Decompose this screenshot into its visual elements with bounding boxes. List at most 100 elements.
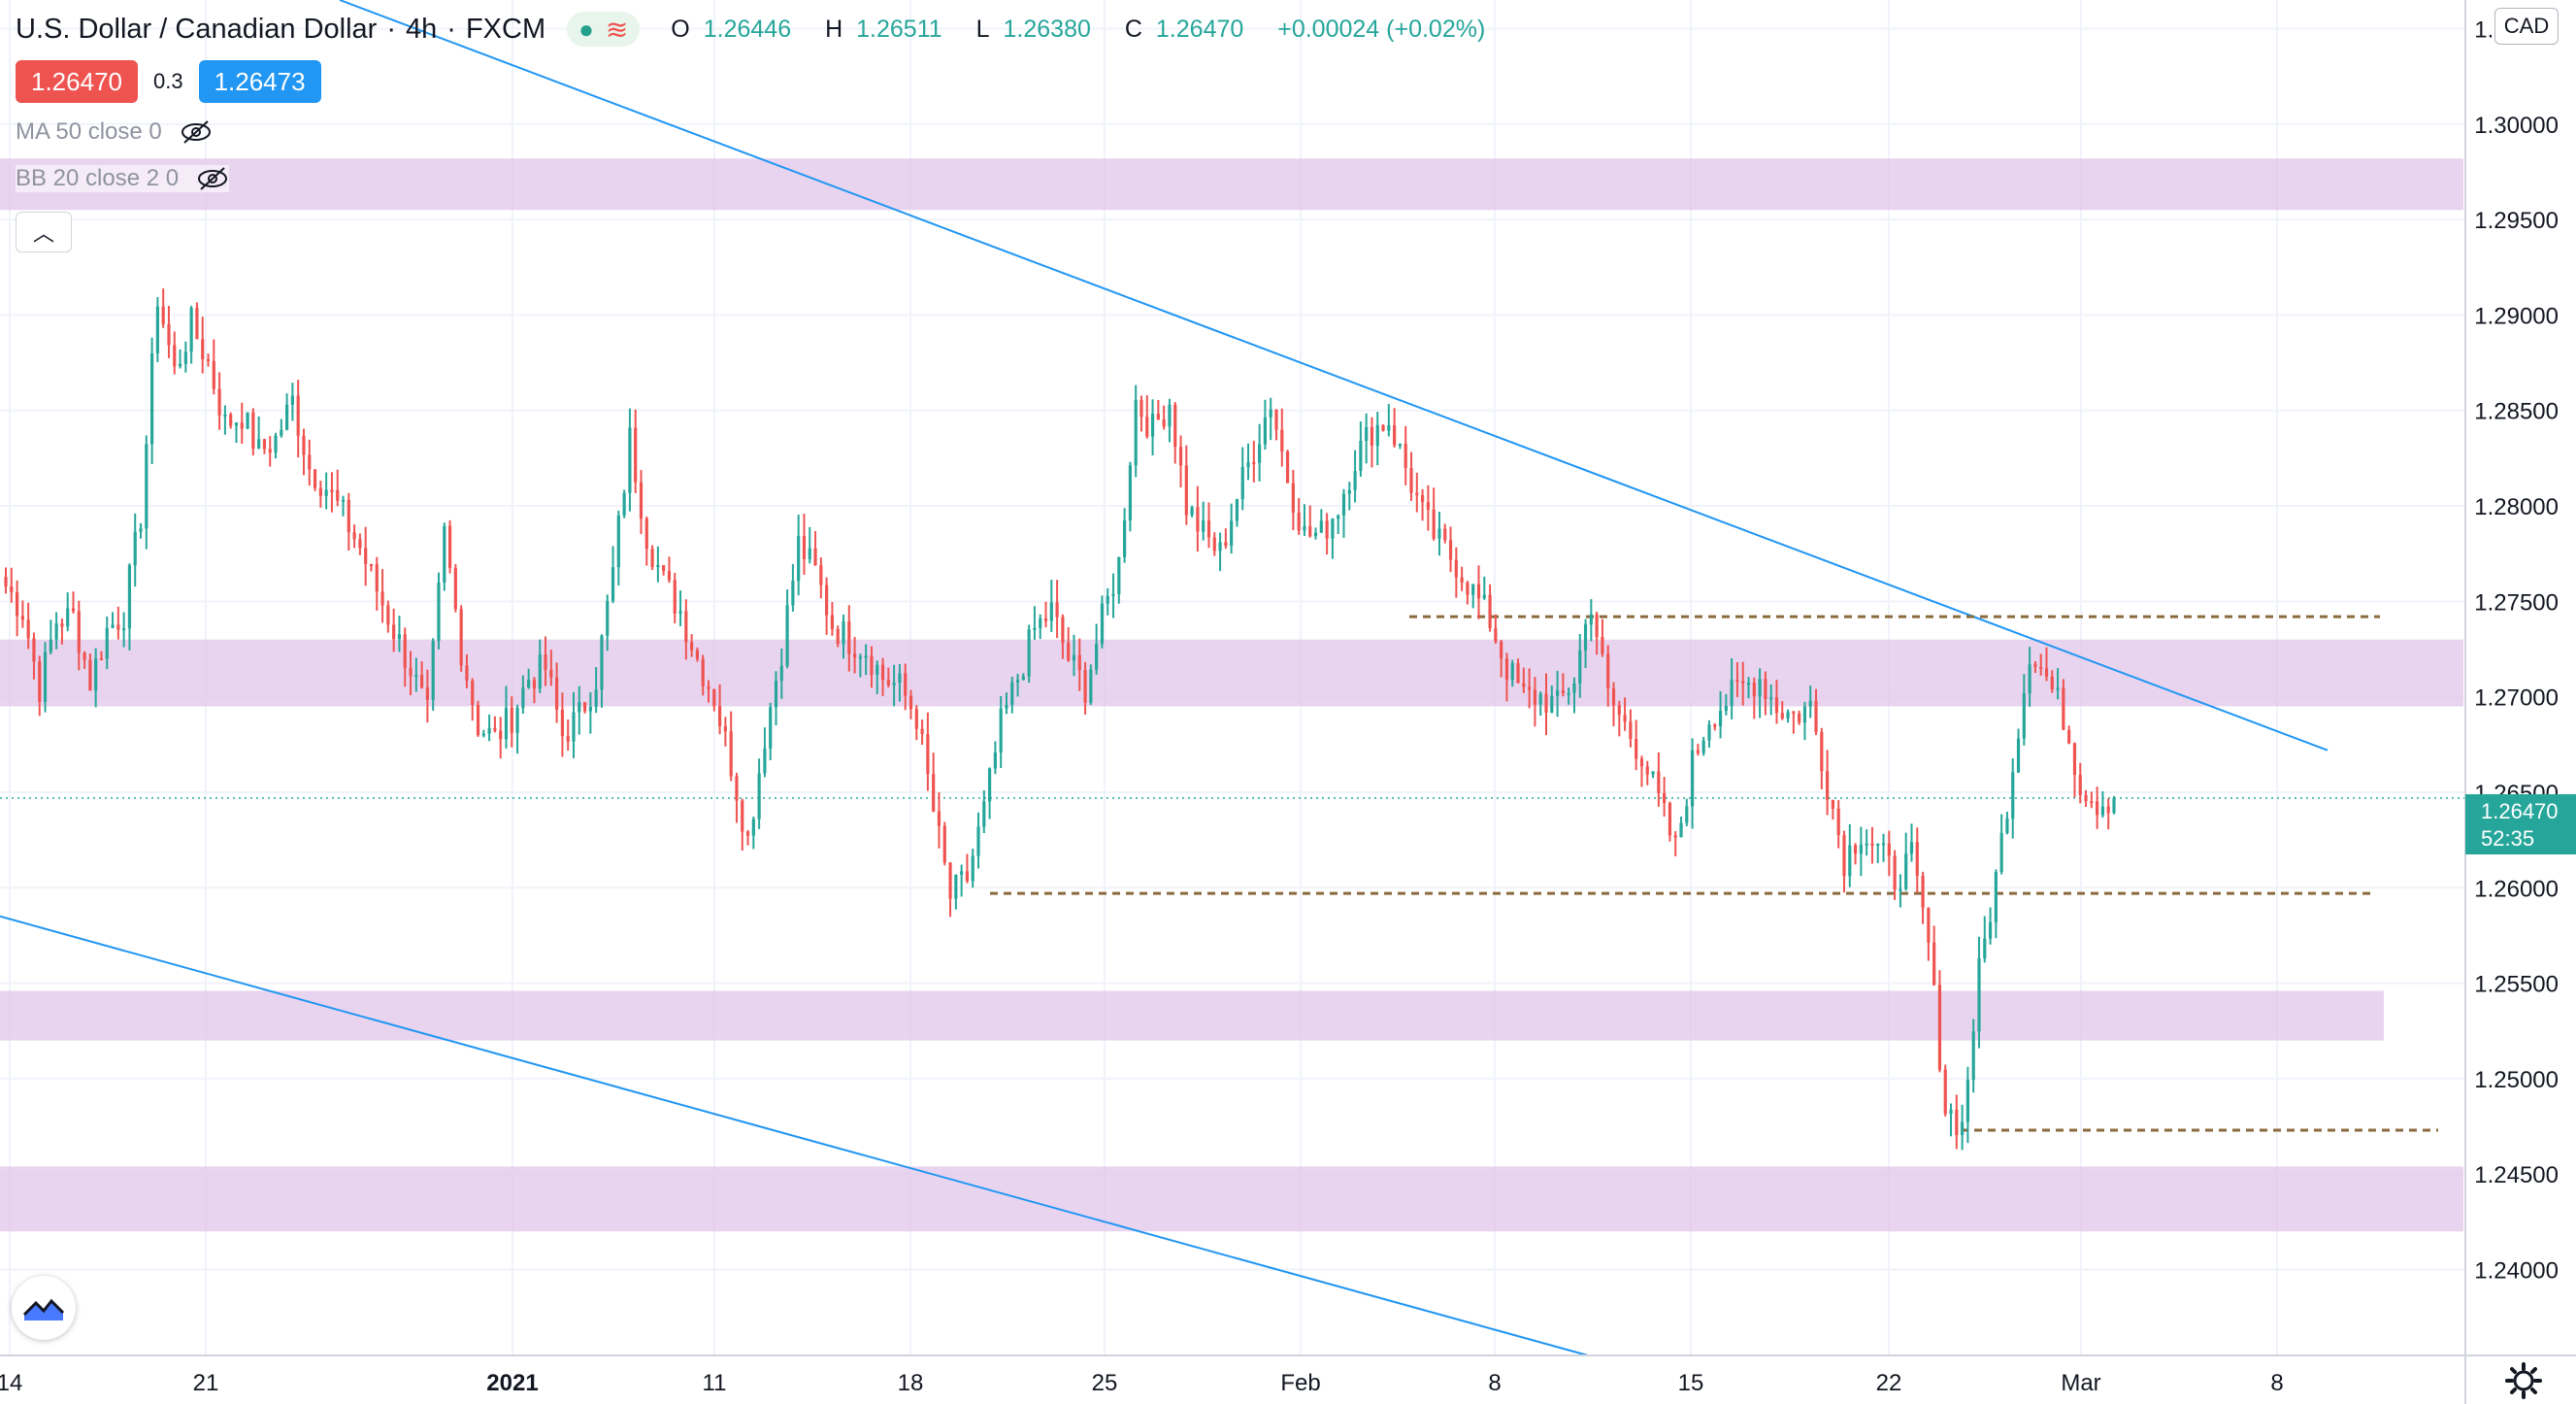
candle-body — [1460, 577, 1464, 584]
candle-body — [904, 673, 908, 696]
candle-body — [1173, 404, 1177, 448]
candle-body — [352, 532, 356, 540]
candle-body — [1921, 875, 1925, 908]
candle-body — [308, 454, 312, 470]
candle-body — [858, 656, 862, 659]
candle-body — [836, 628, 840, 645]
candle-body — [1893, 855, 1897, 890]
candle-body — [1544, 693, 1548, 713]
indicator-ma[interactable]: MA 50 close 0 — [16, 118, 213, 146]
candle-body — [1027, 629, 1031, 677]
candle-body — [1476, 584, 1481, 599]
symbol-legend[interactable]: U.S. Dollar / Canadian Dollar · 4h · FXC… — [16, 10, 1499, 49]
candle-body — [504, 708, 509, 740]
candle-body — [313, 469, 317, 488]
buy-button[interactable]: 1.26473 — [198, 60, 321, 103]
sell-button[interactable]: 1.26470 — [16, 60, 138, 103]
candle-body — [751, 819, 755, 836]
symbol-name[interactable]: U.S. Dollar / Canadian Dollar — [16, 13, 378, 45]
candle-body — [302, 435, 306, 455]
collapse-legend-button[interactable]: ︿ — [16, 212, 72, 252]
candle-body — [437, 583, 441, 641]
indicator-bb[interactable]: BB 20 close 2 0 — [16, 165, 230, 192]
candle-body — [1235, 499, 1239, 521]
candle-body — [1303, 525, 1306, 531]
candle-body — [206, 358, 211, 361]
candle-body — [1252, 462, 1256, 465]
candle-body — [10, 585, 14, 592]
candle-body — [1190, 507, 1194, 516]
candle-body — [2011, 772, 2015, 819]
candle-body — [1258, 444, 1262, 463]
candle-body — [745, 831, 750, 836]
candle-body — [1718, 711, 1723, 726]
candle-body — [1713, 724, 1717, 727]
candle-body — [1365, 426, 1369, 441]
candle-body — [369, 563, 374, 566]
candle-body — [717, 706, 722, 726]
candle-body — [1274, 409, 1278, 430]
candle-body — [1510, 663, 1514, 681]
eye-off-icon[interactable] — [196, 166, 229, 191]
candle-body — [1701, 740, 1705, 753]
candle-body — [425, 687, 429, 700]
market-status-badge[interactable]: ● ≋ — [567, 12, 641, 47]
candle-body — [347, 499, 350, 533]
candle-body — [1595, 614, 1599, 638]
currency-label[interactable]: CAD — [2494, 8, 2559, 45]
candle-body — [1836, 808, 1840, 836]
candle-body — [2078, 775, 2082, 795]
open-value: 1.26446 — [703, 15, 792, 43]
candle-body — [544, 654, 547, 670]
candle-body — [149, 353, 154, 445]
candle-body — [976, 826, 980, 856]
gear-icon[interactable] — [2504, 1361, 2543, 1400]
candle-body — [521, 687, 525, 709]
x-tick-label: 22 — [1876, 1370, 1902, 1396]
candle-body — [2044, 668, 2049, 677]
candle-body — [251, 412, 255, 450]
candle-body — [1432, 509, 1436, 539]
candle-body — [1111, 593, 1115, 596]
candle-body — [2100, 806, 2105, 816]
candle-body — [1853, 845, 1858, 854]
candle-body — [937, 811, 941, 826]
candle-body — [465, 665, 469, 681]
candle-body — [1645, 766, 1649, 775]
market-open-icon: ● — [578, 14, 594, 44]
candle-body — [1426, 502, 1430, 510]
candle-body — [43, 652, 48, 702]
candle-body — [1240, 466, 1244, 500]
candle-body — [1100, 603, 1105, 645]
interval[interactable]: 4h — [406, 13, 438, 45]
candle-body — [1494, 627, 1498, 642]
candle-body — [1381, 424, 1385, 431]
candle-body — [1466, 583, 1470, 595]
candle-body — [2112, 797, 2116, 814]
candle-body — [942, 825, 946, 863]
candle-body — [1246, 462, 1250, 467]
candle-body — [813, 548, 817, 566]
candle-body — [1814, 700, 1818, 733]
candle-body — [1206, 520, 1211, 538]
candle-body — [578, 702, 581, 713]
candle-body — [594, 689, 598, 707]
low-label: L — [975, 15, 990, 43]
candle-body — [1049, 602, 1053, 621]
candle-body — [2033, 664, 2037, 667]
candle-body — [1635, 739, 1638, 759]
candle-body — [1606, 653, 1610, 689]
candle-body — [83, 652, 86, 660]
candle-body — [667, 570, 672, 581]
y-tick-label: 1.30000 — [2474, 113, 2559, 139]
candle-body — [2067, 729, 2071, 744]
candle-body — [1904, 853, 1908, 889]
tradingview-logo-icon[interactable] — [12, 1276, 76, 1340]
candle-body — [1786, 712, 1790, 719]
eye-off-icon[interactable] — [180, 119, 213, 145]
candle-body — [1178, 447, 1183, 466]
candle-body — [802, 535, 807, 559]
candle-body — [1319, 520, 1323, 533]
